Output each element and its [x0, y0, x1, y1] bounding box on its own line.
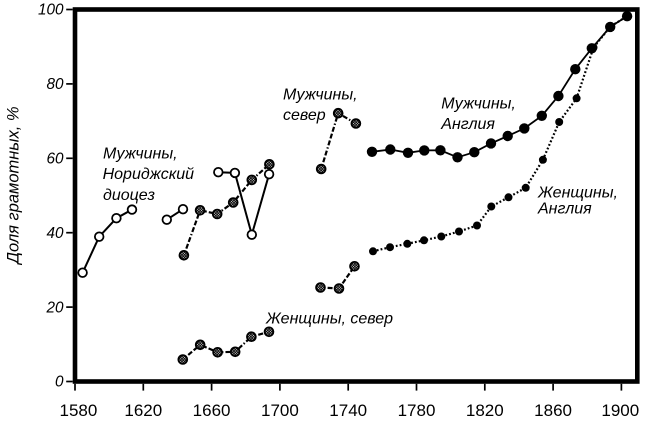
svg-text:80: 80 [46, 76, 64, 93]
svg-text:Мужчины,: Мужчины, [283, 87, 358, 104]
svg-text:Англия: Англия [440, 116, 495, 133]
svg-text:1740: 1740 [329, 401, 367, 420]
svg-text:1580: 1580 [59, 401, 97, 420]
svg-text:Доля грамотных, %: Доля грамотных, % [5, 106, 23, 265]
svg-text:Женщины,: Женщины, [537, 184, 618, 201]
svg-text:1700: 1700 [261, 401, 299, 420]
svg-text:Мужчины,: Мужчины, [441, 96, 516, 113]
svg-text:Женщины, север: Женщины, север [265, 311, 393, 328]
svg-text:0: 0 [55, 374, 64, 391]
svg-text:1620: 1620 [124, 401, 162, 420]
svg-text:Мужчины,: Мужчины, [103, 146, 178, 163]
svg-text:1660: 1660 [193, 401, 231, 420]
svg-text:20: 20 [45, 299, 64, 316]
svg-text:1860: 1860 [534, 401, 572, 420]
svg-text:Англия: Англия [537, 201, 592, 218]
svg-text:60: 60 [46, 151, 64, 168]
svg-text:1780: 1780 [398, 401, 436, 420]
svg-text:100: 100 [38, 2, 64, 19]
svg-text:север: север [283, 107, 326, 124]
svg-text:Нориджский: Нориджский [103, 166, 195, 183]
svg-text:диоцез: диоцез [103, 187, 155, 204]
svg-text:1820: 1820 [466, 401, 504, 420]
svg-text:40: 40 [46, 225, 64, 242]
svg-text:1900: 1900 [601, 401, 639, 420]
